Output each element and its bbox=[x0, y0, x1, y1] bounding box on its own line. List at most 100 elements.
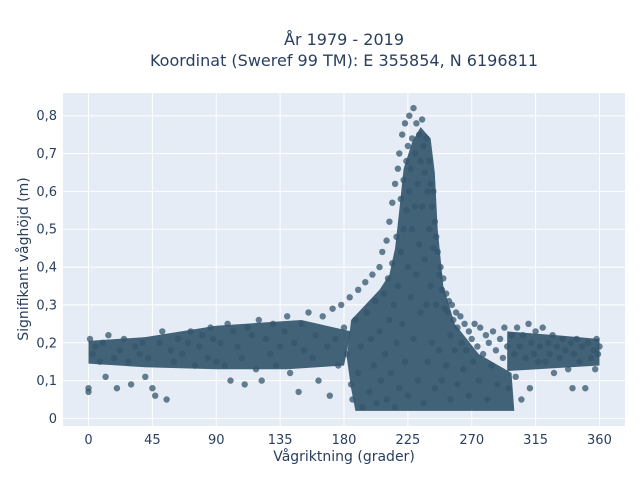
data-point-97 bbox=[382, 350, 389, 358]
data-point-236 bbox=[556, 354, 563, 362]
data-point-69 bbox=[326, 392, 333, 399]
data-point-70 bbox=[329, 305, 336, 312]
data-point-24 bbox=[163, 396, 170, 403]
data-point-228 bbox=[536, 343, 543, 350]
x-tick-label-5: 225 bbox=[395, 433, 420, 448]
data-point-132 bbox=[408, 135, 416, 142]
data-point-205 bbox=[488, 362, 495, 369]
data-point-77 bbox=[347, 381, 355, 388]
x-tick-labels: 0 45 90 135 180 225 270 315 360 bbox=[84, 433, 611, 448]
data-point-119 bbox=[400, 176, 407, 184]
data-point-74 bbox=[340, 324, 348, 331]
data-point-10 bbox=[113, 385, 121, 392]
data-point-129 bbox=[406, 188, 413, 195]
data-point-56 bbox=[281, 328, 288, 335]
data-point-178 bbox=[444, 309, 451, 316]
data-point-238 bbox=[562, 347, 569, 354]
x-tick-label-2: 90 bbox=[208, 433, 225, 448]
data-point-180 bbox=[447, 332, 454, 339]
data-point-36 bbox=[210, 335, 217, 343]
data-point-101 bbox=[386, 218, 393, 225]
data-point-181 bbox=[447, 396, 454, 403]
data-point-231 bbox=[545, 339, 552, 346]
data-point-143 bbox=[416, 241, 423, 248]
data-point-167 bbox=[433, 301, 440, 309]
data-point-209 bbox=[496, 335, 504, 343]
data-point-32 bbox=[196, 343, 203, 350]
data-point-152 bbox=[423, 135, 430, 142]
data-point-190 bbox=[460, 366, 467, 373]
data-point-26 bbox=[170, 358, 177, 365]
data-point-159 bbox=[427, 282, 434, 290]
data-point-42 bbox=[230, 328, 237, 335]
data-point-3 bbox=[89, 350, 97, 358]
data-point-242 bbox=[570, 350, 578, 358]
data-point-72 bbox=[335, 362, 342, 369]
data-point-5 bbox=[96, 358, 104, 365]
data-point-99 bbox=[383, 396, 390, 403]
data-point-249 bbox=[590, 347, 597, 354]
data-point-148 bbox=[420, 142, 427, 150]
data-point-184 bbox=[451, 347, 458, 354]
data-point-240 bbox=[567, 339, 575, 346]
data-point-33 bbox=[198, 332, 206, 339]
data-point-133 bbox=[408, 226, 416, 233]
y-tick-label-5: 0,5 bbox=[36, 223, 57, 238]
data-point-243 bbox=[573, 335, 580, 343]
data-point-30 bbox=[187, 328, 194, 335]
data-point-58 bbox=[286, 369, 294, 377]
data-point-15 bbox=[132, 343, 139, 350]
data-point-2 bbox=[86, 335, 94, 343]
data-point-225 bbox=[531, 350, 538, 358]
data-point-9 bbox=[110, 354, 118, 362]
data-point-49 bbox=[255, 316, 262, 324]
data-point-53 bbox=[269, 320, 277, 327]
data-point-18 bbox=[142, 373, 149, 380]
data-point-12 bbox=[120, 335, 128, 343]
data-point-208 bbox=[494, 381, 501, 388]
data-point-52 bbox=[267, 350, 274, 358]
data-point-251 bbox=[593, 335, 600, 343]
data-point-85 bbox=[363, 309, 370, 316]
data-point-55 bbox=[276, 343, 284, 350]
data-point-127 bbox=[404, 392, 412, 399]
data-point-37 bbox=[213, 358, 220, 365]
data-point-232 bbox=[546, 350, 553, 358]
data-point-202 bbox=[482, 332, 490, 339]
data-point-146 bbox=[418, 116, 426, 123]
data-point-185 bbox=[452, 309, 460, 316]
data-point-186 bbox=[454, 324, 461, 331]
data-point-212 bbox=[504, 343, 511, 350]
data-point-151 bbox=[421, 256, 429, 263]
data-point-50 bbox=[258, 377, 265, 384]
data-point-160 bbox=[428, 203, 436, 210]
data-point-150 bbox=[421, 169, 429, 176]
data-point-106 bbox=[390, 301, 397, 309]
data-point-84 bbox=[362, 279, 369, 286]
data-point-51 bbox=[262, 335, 270, 343]
data-point-100 bbox=[384, 275, 392, 282]
data-point-230 bbox=[542, 358, 549, 365]
data-point-137 bbox=[411, 203, 419, 210]
data-point-189 bbox=[458, 339, 465, 346]
data-point-218 bbox=[516, 343, 524, 350]
data-point-116 bbox=[397, 248, 404, 256]
data-point-195 bbox=[468, 335, 475, 343]
data-point-115 bbox=[397, 195, 404, 203]
data-point-64 bbox=[309, 354, 316, 362]
data-point-63 bbox=[305, 309, 312, 316]
data-point-250 bbox=[592, 366, 599, 373]
data-point-138 bbox=[413, 120, 420, 127]
data-point-8 bbox=[105, 332, 112, 339]
y-tick-label-8: 0,8 bbox=[36, 109, 57, 124]
data-point-34 bbox=[204, 354, 211, 362]
data-point-44 bbox=[238, 354, 245, 362]
data-point-145 bbox=[417, 309, 424, 316]
data-point-65 bbox=[312, 332, 319, 339]
x-tick-label-1: 45 bbox=[144, 433, 161, 448]
data-point-227 bbox=[535, 358, 542, 365]
chart-title-line-2: Koordinat (Sweref 99 TM): E 355854, N 61… bbox=[150, 51, 538, 70]
data-point-96 bbox=[380, 290, 387, 297]
data-point-43 bbox=[234, 343, 241, 350]
data-point-48 bbox=[252, 366, 260, 373]
